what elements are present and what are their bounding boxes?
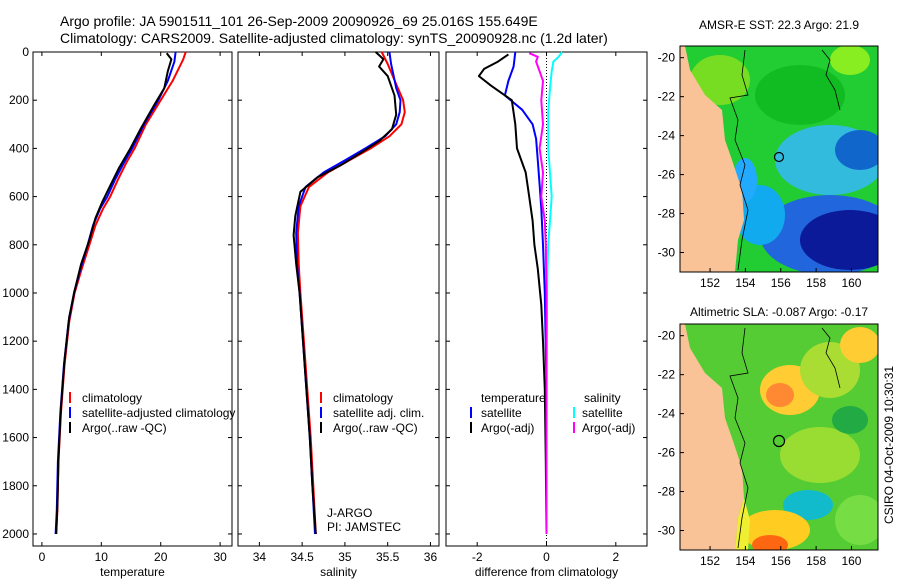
sst-float-marker	[773, 151, 785, 163]
temp-series-black	[55, 52, 173, 535]
sal-series-black	[292, 51, 398, 535]
temperature-profile-panel: 0 10 20 30 0 200 400 600 800 1000 1200 1400 1600 1800…	[2, 45, 235, 579]
sst-x-tick-label: 154	[735, 276, 755, 290]
sal-x-tick-label: 34.5	[290, 550, 314, 564]
sal-axes-frame	[237, 51, 440, 547]
sla-map-panel: Altimetric SLA: -0.087 Argo: -0.17 152 15…	[658, 305, 879, 568]
temp-legend-label: satellite-adjusted climatology	[82, 406, 235, 420]
temp-x-label: temperature	[100, 565, 165, 579]
sal-legend-label: Argo(..raw -QC)	[333, 421, 418, 435]
sst-isobath	[729, 49, 749, 271]
sal-x-label: salinity	[320, 565, 357, 579]
sla-y-tick-label: -24	[658, 407, 676, 421]
depth-tick-label: 1800	[2, 479, 29, 493]
diff-legend-label: satellite	[582, 406, 623, 420]
depth-tick-label: 800	[9, 238, 29, 252]
depth-tick-label: 400	[9, 141, 29, 155]
depth-tick-label: 1400	[2, 382, 29, 396]
sal-legend-label: climatology	[333, 391, 393, 405]
sst-y-tick-label: -30	[658, 246, 676, 260]
diff-series-magenta	[528, 52, 548, 534]
sla-y-tick-label: -22	[658, 368, 676, 382]
temp-series-red	[55, 51, 187, 535]
sst-x-tick-label: 158	[806, 276, 826, 290]
salinity-profile-panel: 34 34.5 35 35.5 36 salinity climatologysatelli…	[237, 51, 440, 579]
sla-float-marker	[772, 434, 786, 448]
diff-x-tick-label: -2	[472, 550, 483, 564]
figure-title-line1: Argo profile: JA 5901511_101 26-Sep-2009…	[60, 13, 538, 29]
diff-legend-header-salinity: salinity	[584, 391, 621, 405]
sst-x-tick-label: 152	[700, 276, 720, 290]
sla-y-tick-label: -26	[658, 446, 676, 460]
sla-x-tick-label: 158	[806, 554, 826, 568]
sal-x-tick-label: 34	[253, 550, 267, 564]
diff-legend-label: Argo(-adj)	[582, 421, 635, 435]
sst-y-tick-label: -28	[658, 207, 676, 221]
temp-legend-label: Argo(..raw -QC)	[82, 421, 167, 435]
sst-x-tick-label: 156	[771, 276, 791, 290]
sla-y-tick-label: -30	[658, 524, 676, 538]
depth-tick-label: 1000	[2, 286, 29, 300]
side-timestamp-label: CSIRO 04-Oct-2009 10:30:31	[882, 366, 896, 524]
sal-annotation: J-ARGO	[327, 506, 372, 520]
sla-y-tick-label: -28	[658, 485, 676, 499]
sla-x-tick-label: 154	[735, 554, 755, 568]
sla-x-tick-label: 160	[841, 554, 861, 568]
temp-x-tick-label: 10	[95, 550, 109, 564]
diff-legend-header-temperature: temperature	[481, 391, 546, 405]
diff-series-black	[477, 53, 548, 535]
sst-x-tick-label: 160	[841, 276, 861, 290]
sla-isobath	[729, 327, 749, 549]
sal-x-tick-label: 35	[338, 550, 352, 564]
sal-legend-label: satellite adj. clim.	[333, 406, 424, 420]
diff-x-tick-label: 2	[612, 550, 619, 564]
sst-y-tick-label: -22	[658, 90, 676, 104]
diff-legend-label: Argo(-adj)	[481, 421, 534, 435]
diff-x-label: difference from climatology	[475, 565, 618, 579]
depth-tick-label: 200	[9, 93, 29, 107]
depth-tick-label: 2000	[2, 527, 29, 541]
diff-series-cyan	[545, 51, 563, 534]
sal-x-tick-label: 35.5	[376, 550, 400, 564]
sal-series-red	[296, 51, 406, 535]
figure-title-line2: Climatology: CARS2009. Satellite-adjuste…	[60, 30, 608, 46]
diff-x-tick-label: 0	[543, 550, 550, 564]
sst-isobath-east	[821, 49, 841, 111]
sst-map-title: AMSR-E SST: 22.3 Argo: 21.9	[699, 18, 859, 32]
sst-y-tick-label: -20	[658, 51, 676, 65]
sal-x-tick-label: 36	[424, 550, 438, 564]
diff-legend-label: satellite	[481, 406, 522, 420]
sla-x-tick-label: 156	[771, 554, 791, 568]
temp-x-tick-label: 30	[213, 550, 227, 564]
temp-axes-frame	[32, 51, 233, 547]
temp-x-tick-label: 20	[154, 550, 168, 564]
depth-tick-label: 600	[9, 190, 29, 204]
temp-legend-label: climatology	[82, 391, 142, 405]
sla-map-title: Altimetric SLA: -0.087 Argo: -0.17	[690, 305, 868, 319]
sst-y-tick-label: -26	[658, 168, 676, 182]
sst-y-tick-label: -24	[658, 129, 676, 143]
sst-map-panel: AMSR-E SST: 22.3 Argo: 21.9 152 154 156 158…	[658, 18, 879, 290]
depth-tick-label: 0	[22, 45, 29, 59]
sal-annotation: PI: JAMSTEC	[327, 520, 401, 534]
sla-isobath-east	[821, 327, 841, 389]
sla-x-tick-label: 152	[700, 554, 720, 568]
depth-tick-label: 1200	[2, 334, 29, 348]
sla-y-tick-label: -20	[658, 329, 676, 343]
temp-x-tick-label: 0	[39, 550, 46, 564]
depth-tick-label: 1600	[2, 431, 29, 445]
